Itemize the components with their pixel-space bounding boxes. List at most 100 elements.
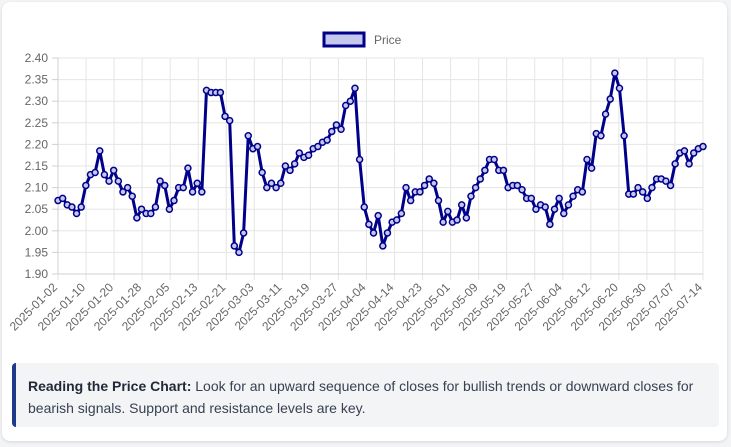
data-point bbox=[267, 179, 276, 188]
data-point bbox=[198, 188, 206, 196]
data-point bbox=[425, 175, 433, 183]
data-point bbox=[179, 183, 188, 192]
data-point bbox=[160, 181, 169, 190]
legend-label: Price bbox=[374, 33, 402, 47]
data-point bbox=[560, 209, 568, 218]
data-point bbox=[634, 183, 642, 192]
data-point bbox=[397, 209, 406, 218]
data-point bbox=[527, 194, 536, 203]
data-point bbox=[392, 216, 401, 224]
data-point bbox=[253, 142, 262, 151]
data-point bbox=[532, 205, 540, 213]
y-tick-label: 2.25 bbox=[25, 116, 49, 130]
data-point bbox=[360, 203, 369, 211]
data-point bbox=[165, 205, 174, 213]
data-point bbox=[82, 181, 90, 190]
data-point bbox=[244, 132, 253, 140]
data-point bbox=[444, 207, 452, 216]
data-point bbox=[374, 211, 382, 220]
data-point bbox=[225, 116, 234, 125]
data-point bbox=[258, 168, 266, 177]
data-point bbox=[128, 192, 136, 200]
data-point bbox=[680, 147, 689, 155]
data-point bbox=[369, 229, 378, 237]
data-point bbox=[147, 209, 155, 218]
data-point bbox=[68, 203, 76, 211]
data-point bbox=[96, 147, 104, 155]
data-point bbox=[671, 160, 679, 168]
data-point bbox=[286, 166, 294, 175]
y-tick-label: 2.15 bbox=[25, 159, 49, 173]
data-point bbox=[355, 155, 364, 164]
data-point bbox=[314, 142, 322, 151]
data-point bbox=[462, 214, 471, 222]
data-point bbox=[188, 188, 197, 196]
data-point bbox=[467, 192, 475, 200]
data-point bbox=[281, 162, 290, 170]
data-point bbox=[290, 160, 299, 168]
data-point bbox=[471, 183, 480, 192]
data-point bbox=[430, 179, 438, 188]
data-point bbox=[109, 166, 118, 175]
data-point bbox=[156, 177, 164, 185]
data-point bbox=[151, 203, 160, 211]
data-point bbox=[434, 196, 443, 205]
data-point bbox=[341, 101, 350, 110]
chart-card: 2.40 2.35 2.30 2.25 2.20 2.15 2.10 2.05 2.00 1.95… bbox=[2, 2, 727, 441]
data-point bbox=[597, 132, 605, 140]
y-tick-label: 2.00 bbox=[25, 224, 49, 238]
data-point bbox=[119, 188, 127, 196]
data-point bbox=[323, 136, 331, 144]
data-point bbox=[620, 132, 628, 140]
data-point bbox=[193, 179, 201, 188]
data-point bbox=[221, 112, 229, 121]
data-point bbox=[133, 214, 141, 222]
data-point bbox=[578, 188, 587, 196]
data-point bbox=[416, 188, 424, 196]
data-point bbox=[91, 168, 99, 177]
data-point bbox=[216, 88, 225, 97]
data-point bbox=[555, 194, 563, 203]
data-point bbox=[615, 84, 624, 92]
chart-explanation-callout: Reading the Price Chart: Look for an upw… bbox=[12, 363, 719, 427]
data-point bbox=[379, 242, 387, 250]
data-point bbox=[351, 84, 359, 92]
data-point bbox=[420, 181, 429, 190]
data-point bbox=[230, 242, 239, 250]
data-point bbox=[587, 164, 596, 172]
data-point bbox=[643, 194, 652, 203]
data-point bbox=[689, 149, 698, 157]
data-point bbox=[666, 181, 675, 190]
data-point bbox=[337, 125, 345, 134]
data-point bbox=[406, 196, 415, 205]
data-point bbox=[564, 201, 573, 209]
legend-swatch bbox=[322, 31, 366, 48]
note-text: Look for an upward sequence of closes fo… bbox=[28, 378, 694, 416]
data-point bbox=[72, 209, 81, 218]
y-tick-label: 1.95 bbox=[25, 245, 49, 259]
data-point bbox=[453, 216, 461, 224]
y-tick-label: 2.35 bbox=[25, 73, 49, 87]
price-series-line bbox=[57, 71, 704, 254]
data-point bbox=[239, 229, 248, 237]
data-point bbox=[276, 179, 285, 188]
y-tick-label: 2.40 bbox=[25, 51, 49, 65]
data-point bbox=[629, 190, 638, 198]
data-point bbox=[550, 205, 559, 213]
data-point bbox=[490, 155, 498, 164]
data-point bbox=[328, 127, 336, 136]
data-point bbox=[105, 177, 113, 185]
data-point bbox=[137, 205, 146, 213]
data-point bbox=[546, 220, 554, 229]
y-tick-label: 2.20 bbox=[25, 137, 49, 151]
data-point bbox=[648, 183, 656, 192]
data-point bbox=[114, 177, 123, 185]
data-point bbox=[601, 110, 610, 118]
data-point bbox=[513, 181, 522, 190]
data-point bbox=[606, 95, 614, 103]
data-point bbox=[304, 151, 313, 159]
data-point bbox=[481, 166, 489, 175]
data-point bbox=[402, 183, 410, 192]
data-point bbox=[184, 164, 192, 172]
data-point bbox=[170, 196, 178, 205]
